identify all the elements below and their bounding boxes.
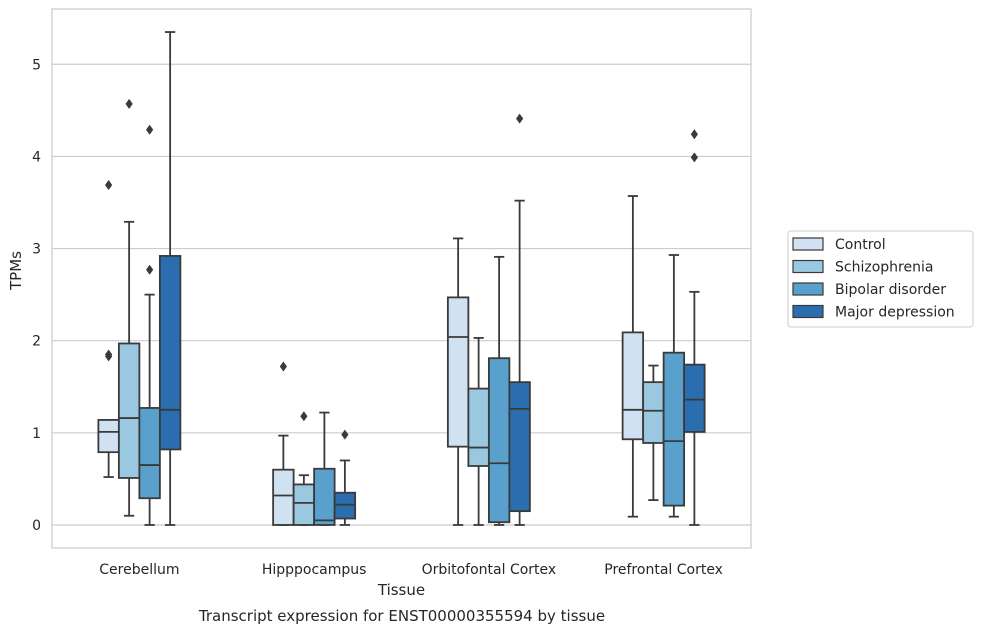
legend-frame — [787, 230, 974, 328]
box-control — [97, 179, 120, 478]
box-major-depression — [508, 113, 531, 526]
box-schizophrenia — [292, 411, 316, 526]
legend-label: Bipolar disorder — [835, 282, 946, 298]
x-axis-label: Tissue — [377, 581, 425, 599]
y-tick-label: 5 — [32, 57, 41, 73]
box-iqr — [487, 357, 511, 524]
x-tick-label: Hipppocampus — [262, 562, 367, 578]
y-tick-labels: 0 1 2 3 4 5 — [32, 57, 41, 534]
outlier-point — [300, 411, 308, 422]
outlier-point — [146, 124, 154, 135]
outlier-point — [690, 129, 698, 140]
outlier-point — [279, 361, 287, 372]
y-tick-label: 1 — [32, 426, 41, 442]
box-major-depression — [683, 129, 706, 526]
outlier-point — [516, 113, 524, 124]
box-iqr — [97, 419, 120, 454]
box-schizophrenia — [467, 337, 490, 526]
box-iqr — [272, 468, 295, 526]
box-schizophrenia — [117, 98, 141, 517]
box-iqr — [292, 483, 316, 526]
chart-caption: Transcript expression for ENST0000035559… — [198, 607, 605, 625]
box-control — [621, 195, 645, 518]
box-bipolar-disorder — [487, 255, 511, 526]
box-major-depression — [333, 429, 357, 526]
plot-frame — [51, 8, 752, 549]
box-iqr — [138, 407, 161, 500]
box-iqr — [467, 387, 490, 467]
outlier-point — [341, 429, 349, 440]
box-bipolar-disorder — [138, 124, 161, 526]
box-iqr — [508, 381, 531, 513]
y-axis-label: TPMs — [7, 251, 25, 291]
legend-label: Major depression — [835, 305, 955, 321]
box-control — [446, 237, 470, 526]
x-tick-labels: Cerebellum Hipppocampus Orbitofontal Corte… — [99, 562, 723, 578]
box-iqr — [158, 255, 182, 451]
x-tick-label: Cerebellum — [99, 562, 179, 578]
y-tick-label: 4 — [32, 149, 41, 165]
box-iqr — [333, 491, 357, 520]
legend-swatch — [792, 304, 824, 319]
legend: Control Schizophrenia Bipolar disorder Majo… — [787, 230, 974, 328]
outlier-point — [105, 179, 113, 190]
box-iqr — [117, 342, 141, 479]
outlier-point — [105, 349, 113, 360]
x-tick-label: Prefrontal Cortex — [604, 562, 723, 578]
y-tick-label: 2 — [32, 334, 41, 350]
boxes — [97, 31, 706, 526]
legend-label: Schizophrenia — [835, 260, 933, 276]
legend-swatch — [792, 237, 824, 251]
box-iqr — [621, 331, 645, 441]
legend-swatch — [792, 259, 824, 274]
outlier-point — [125, 98, 133, 109]
box-iqr — [662, 351, 686, 507]
box-bipolar-disorder — [313, 411, 336, 526]
outlier-point — [690, 152, 698, 163]
box-control — [272, 361, 295, 526]
y-tick-label: 3 — [32, 242, 41, 258]
box-iqr — [683, 363, 706, 433]
legend-label: Control — [835, 237, 886, 253]
y-tick-label: 0 — [32, 518, 41, 534]
box-iqr — [446, 296, 470, 448]
outlier-point — [146, 264, 154, 275]
legend-swatch — [792, 282, 824, 296]
box-major-depression — [158, 31, 182, 526]
box-schizophrenia — [642, 364, 665, 501]
x-tick-label: Orbitofontal Cortex — [422, 562, 557, 578]
box-iqr — [313, 467, 336, 526]
box-iqr — [642, 381, 665, 444]
box-bipolar-disorder — [662, 254, 686, 518]
